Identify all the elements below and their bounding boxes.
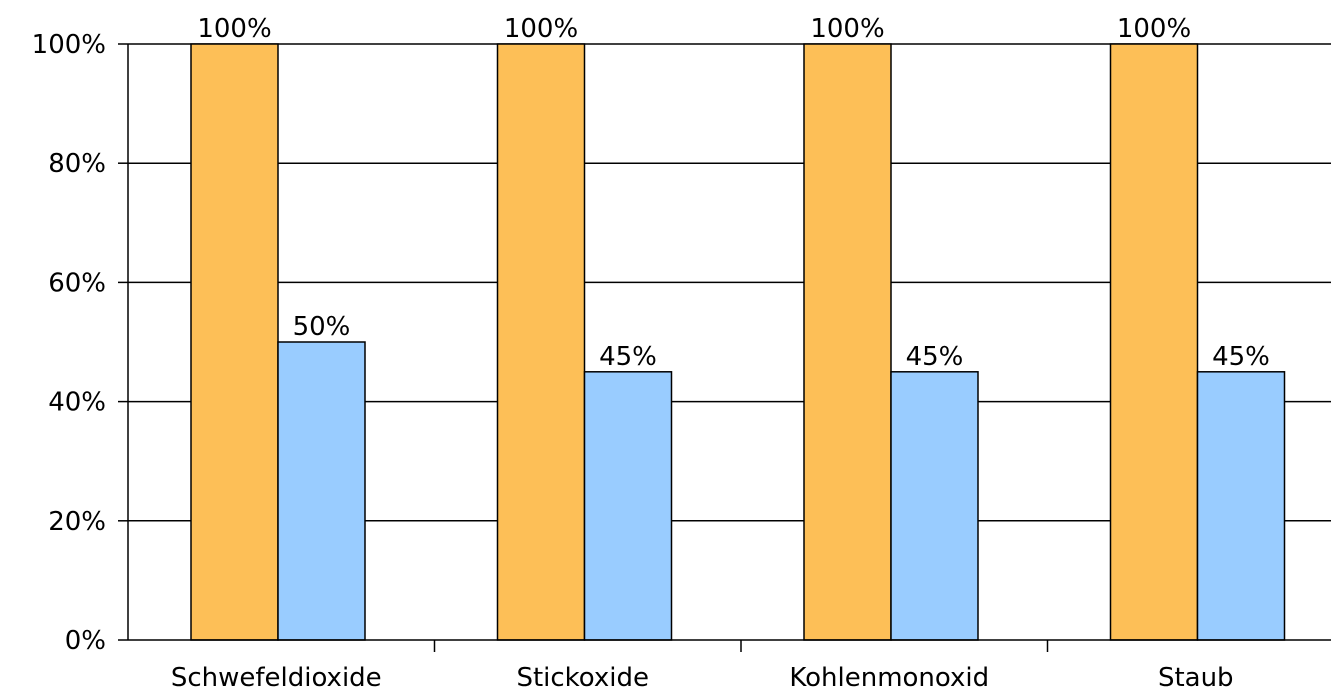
data-label: 100% [197, 14, 271, 44]
bar-series-2-stickoxide [583, 371, 673, 641]
data-label: 45% [1212, 342, 1270, 372]
bar-series-2-staub [1196, 371, 1286, 641]
bar-series-1-staub [1109, 43, 1199, 641]
data-label: 100% [1117, 14, 1191, 44]
data-label: 100% [810, 14, 884, 44]
y-tick-label: 20% [48, 507, 106, 537]
bar-series-1-schwefeldioxide [190, 43, 279, 641]
data-label: 45% [906, 342, 964, 372]
y-tick-label: 0% [65, 626, 106, 656]
axes [118, 43, 1331, 652]
bar-series-1-kohlenmonoxid [803, 43, 892, 641]
x-category-label: Kohlenmonoxid [789, 663, 989, 693]
x-category-label: Stickoxide [516, 663, 649, 693]
x-category-label: Schwefeldioxide [171, 663, 382, 693]
x-category-label: Staub [1158, 663, 1234, 693]
y-tick-label: 80% [48, 149, 106, 179]
bar-series-2-schwefeldioxide [277, 341, 366, 641]
labels: 0% 20% 40% 60% 80% 100% 100% 50% Schwefeldioxide… [32, 14, 1270, 693]
data-label: 45% [599, 342, 657, 372]
y-tick-label: 40% [48, 388, 106, 418]
y-tick-label: 60% [48, 268, 106, 298]
data-label: 50% [293, 312, 351, 342]
bar-series-2-kohlenmonoxid [890, 371, 979, 641]
bar-series-1-stickoxide [496, 43, 586, 641]
y-tick-label: 100% [32, 30, 106, 60]
data-label: 100% [504, 14, 578, 44]
bars [190, 43, 1286, 641]
